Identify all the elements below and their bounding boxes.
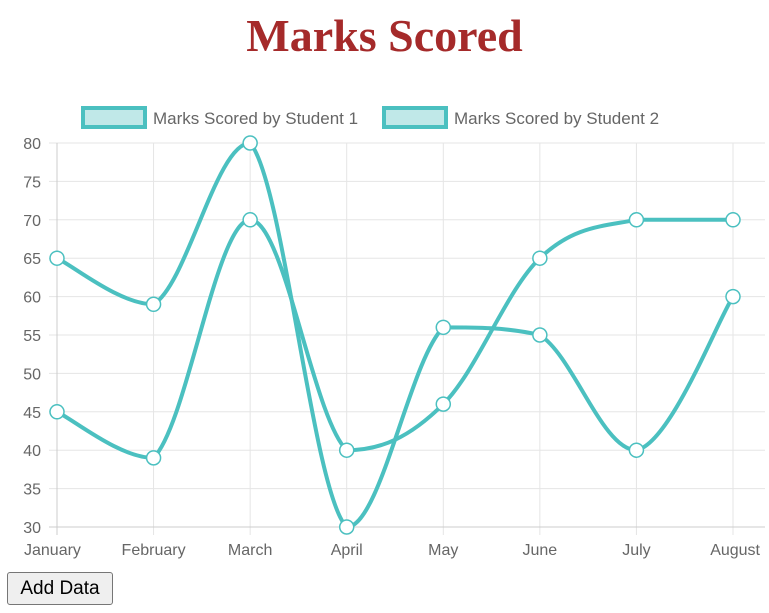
y-tick-label: 75 [23, 174, 41, 191]
x-tick-label: January [24, 542, 81, 559]
y-tick-label: 80 [23, 136, 41, 153]
y-tick-label: 40 [23, 443, 41, 460]
series-line [56, 217, 733, 460]
x-tick-label: June [523, 542, 558, 559]
x-tick-label: March [228, 542, 272, 559]
add-data-button[interactable]: Add Data [7, 572, 113, 605]
y-tick-label: 50 [23, 366, 41, 383]
data-point[interactable] [725, 288, 741, 305]
y-tick-label: 65 [23, 251, 41, 268]
y-tick-label: 60 [23, 290, 41, 307]
data-point[interactable] [435, 319, 452, 336]
x-tick-label: July [622, 542, 650, 559]
data-point[interactable] [532, 250, 548, 266]
legend-label: Marks Scored by Student 2 [454, 109, 659, 128]
y-tick-label: 45 [23, 405, 41, 422]
data-point[interactable] [49, 404, 65, 420]
series-group [49, 135, 741, 535]
data-point[interactable] [628, 212, 645, 228]
series-line [56, 141, 735, 529]
data-point[interactable] [242, 212, 258, 228]
legend-swatch [382, 106, 448, 129]
data-point[interactable] [725, 212, 741, 228]
y-tick-label: 30 [23, 520, 41, 537]
x-tick-label: May [428, 542, 458, 559]
data-point[interactable] [145, 450, 162, 466]
data-point[interactable] [49, 250, 65, 266]
legend-swatch [81, 106, 147, 129]
axes: 30 35 40 45 50 55 60 65 70 75 80 January February Mar… [23, 136, 765, 559]
x-tick-label: August [710, 542, 760, 559]
data-point[interactable] [532, 327, 548, 343]
y-tick-label: 35 [23, 482, 41, 499]
data-point[interactable] [628, 442, 645, 458]
page-title: Marks Scored [246, 10, 523, 61]
y-tick-label: 55 [23, 328, 41, 345]
data-point[interactable] [145, 296, 162, 313]
legend: Marks Scored by Student 1 Marks Scored by… [81, 106, 659, 129]
data-point[interactable] [242, 135, 258, 151]
legend-label: Marks Scored by Student 1 [153, 109, 358, 128]
data-point[interactable] [435, 396, 452, 412]
data-point[interactable] [338, 519, 355, 535]
grid [49, 142, 765, 535]
y-tick-label: 70 [23, 213, 41, 230]
data-point[interactable] [338, 442, 355, 458]
x-tick-label: April [331, 542, 363, 559]
x-tick-label: February [122, 542, 186, 559]
